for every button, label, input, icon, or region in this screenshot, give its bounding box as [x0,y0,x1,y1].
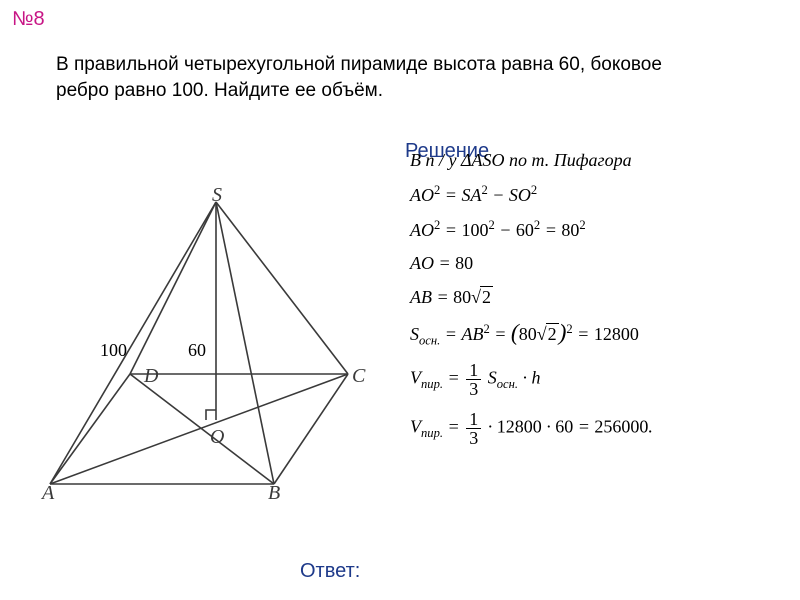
vertex-s: S [212,184,222,207]
sol-line-3: AO2 = 1002 − 602 = 802 [410,218,770,241]
sol-line-2: AO2 = SA2 − SO2 [410,183,770,206]
vertex-c: C [352,365,365,388]
edge-sa-label: 100 [100,340,127,361]
vertex-d: D [144,365,158,388]
vertex-o: O [210,426,224,449]
answer-label: Ответ: [300,560,360,583]
sol-line-6: Sосн. = AB2 = (80√2)2 = 12800 [410,320,770,349]
vertex-a: A [42,482,54,505]
pyramid-diagram: S A B C D O 100 60 [30,190,390,510]
sol-line-5: AB = 80√2 [410,286,770,308]
vertex-b: B [268,482,280,505]
problem-text: В правильной четырехугольной пирамиде вы… [56,52,676,103]
sol-line-4: AO = 80 [410,253,770,274]
edge-so-label: 60 [188,340,206,361]
sol-line-8: Vпир. = 13 · 12800 · 60 = 256000. [410,410,770,447]
solution-block: В п / у ΔASO по т. Пифагора AO2 = SA2 − … [410,150,770,459]
problem-number: №8 [12,8,45,31]
sol-line-7: Vпир. = 13 Sосн. · h [410,361,770,398]
diagram-svg [30,190,390,510]
sol-line-1: В п / у ΔASO по т. Пифагора [410,150,770,171]
